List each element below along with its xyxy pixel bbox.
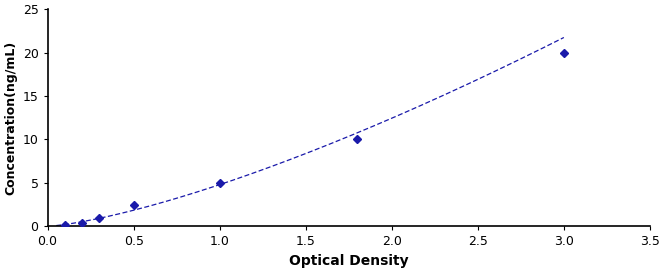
X-axis label: Optical Density: Optical Density bbox=[289, 254, 408, 268]
Y-axis label: Concentration(ng/mL): Concentration(ng/mL) bbox=[4, 41, 17, 195]
